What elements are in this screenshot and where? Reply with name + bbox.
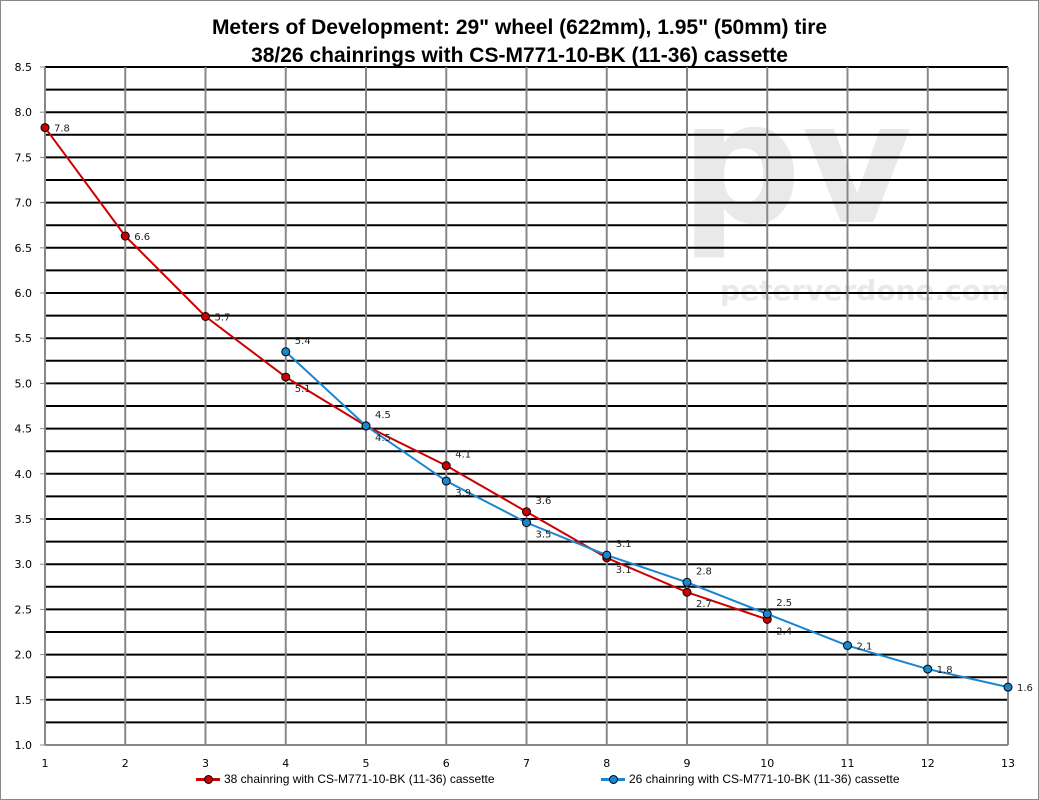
y-tick-label: 7.0 (15, 197, 33, 210)
data-label: 5.1 (295, 384, 311, 395)
y-tick-label: 6.5 (15, 242, 33, 255)
y-tick-label: 5.5 (15, 332, 33, 345)
data-point (441, 461, 451, 471)
y-tick-label: 5.0 (15, 377, 33, 390)
data-point (682, 587, 692, 597)
legend-swatch-red (196, 773, 220, 785)
data-point (361, 421, 371, 431)
data-point (522, 518, 531, 528)
data-label: 2.5 (776, 598, 792, 609)
data-label: 3.1 (616, 565, 632, 576)
y-tick-label: 4.5 (15, 423, 33, 436)
data-point (281, 372, 291, 382)
x-tick-label: 5 (363, 757, 370, 770)
series-line-1 (285, 351, 1009, 689)
data-point (522, 507, 531, 517)
data-label: 2.8 (696, 566, 712, 577)
data-label: 3.1 (616, 539, 632, 550)
x-tick-label: 10 (760, 757, 774, 770)
legend-swatch-blue (601, 773, 625, 785)
x-tick-label: 4 (282, 757, 289, 770)
data-label: 2.4 (776, 626, 792, 637)
data-point (762, 609, 772, 619)
data-point (1003, 682, 1013, 692)
data-label: 5.7 (215, 313, 231, 324)
data-label: 3.6 (536, 496, 552, 507)
watermark-url: peterverdone.com (720, 274, 1010, 307)
data-point (120, 231, 130, 241)
legend-label: 38 chainring with CS-M771-10-BK (11-36) … (224, 772, 495, 786)
y-tick-label: 3.5 (15, 513, 33, 526)
x-tick-label: 1 (42, 757, 49, 770)
y-tick-label: 1.5 (15, 694, 33, 707)
data-label: 3.9 (455, 488, 471, 499)
legend-item-26: 26 chainring with CS-M771-10-BK (11-36) … (601, 772, 900, 786)
y-tick-label: 1.0 (15, 739, 33, 752)
watermark-pv: pv (680, 65, 913, 263)
data-point (441, 476, 451, 486)
y-tick-label: 2.5 (15, 603, 33, 616)
series-line-0 (44, 126, 768, 621)
data-point (923, 664, 933, 674)
x-tick-label: 6 (443, 757, 450, 770)
y-tick-label: 4.0 (15, 468, 33, 481)
data-point (201, 312, 210, 322)
data-point (40, 123, 50, 133)
y-tick-label: 3.0 (15, 558, 33, 571)
x-tick-label: 12 (921, 757, 935, 770)
x-tick-label: 7 (523, 757, 530, 770)
data-label: 7.8 (54, 124, 70, 135)
data-point (682, 577, 692, 587)
y-tick-label: 8.0 (15, 106, 33, 119)
data-label: 3.5 (536, 530, 552, 541)
data-label: 4.5 (375, 410, 391, 421)
x-tick-label: 2 (122, 757, 129, 770)
x-tick-label: 11 (841, 757, 855, 770)
data-point (602, 550, 612, 560)
y-tick-label: 2.0 (15, 649, 33, 662)
x-tick-label: 9 (684, 757, 691, 770)
y-tick-label: 7.5 (15, 151, 33, 164)
data-label: 5.4 (295, 336, 311, 347)
chart-title: Meters of Development: 29" wheel (622mm)… (211, 16, 828, 39)
legend-item-38: 38 chainring with CS-M771-10-BK (11-36) … (196, 772, 495, 786)
data-label: 2.1 (857, 642, 873, 653)
data-point (281, 347, 291, 357)
y-tick-label: 8.5 (15, 61, 33, 74)
data-point (843, 641, 852, 651)
data-label: 4.5 (375, 433, 391, 444)
data-label: 2.7 (696, 599, 712, 610)
legend-label: 26 chainring with CS-M771-10-BK (11-36) … (629, 772, 900, 786)
data-label: 4.1 (455, 450, 471, 461)
y-tick-label: 6.0 (15, 287, 33, 300)
x-tick-label: 8 (603, 757, 610, 770)
chart-subtitle: 38/26 chainrings with CS-M771-10-BK (11-… (251, 44, 788, 67)
x-tick-label: 13 (1001, 757, 1015, 770)
data-label: 1.8 (937, 665, 953, 676)
x-tick-label: 3 (202, 757, 209, 770)
data-label: 1.6 (1017, 683, 1033, 694)
watermark-logo: pv peterverdone.com (680, 65, 1010, 307)
data-label: 6.6 (134, 232, 150, 243)
